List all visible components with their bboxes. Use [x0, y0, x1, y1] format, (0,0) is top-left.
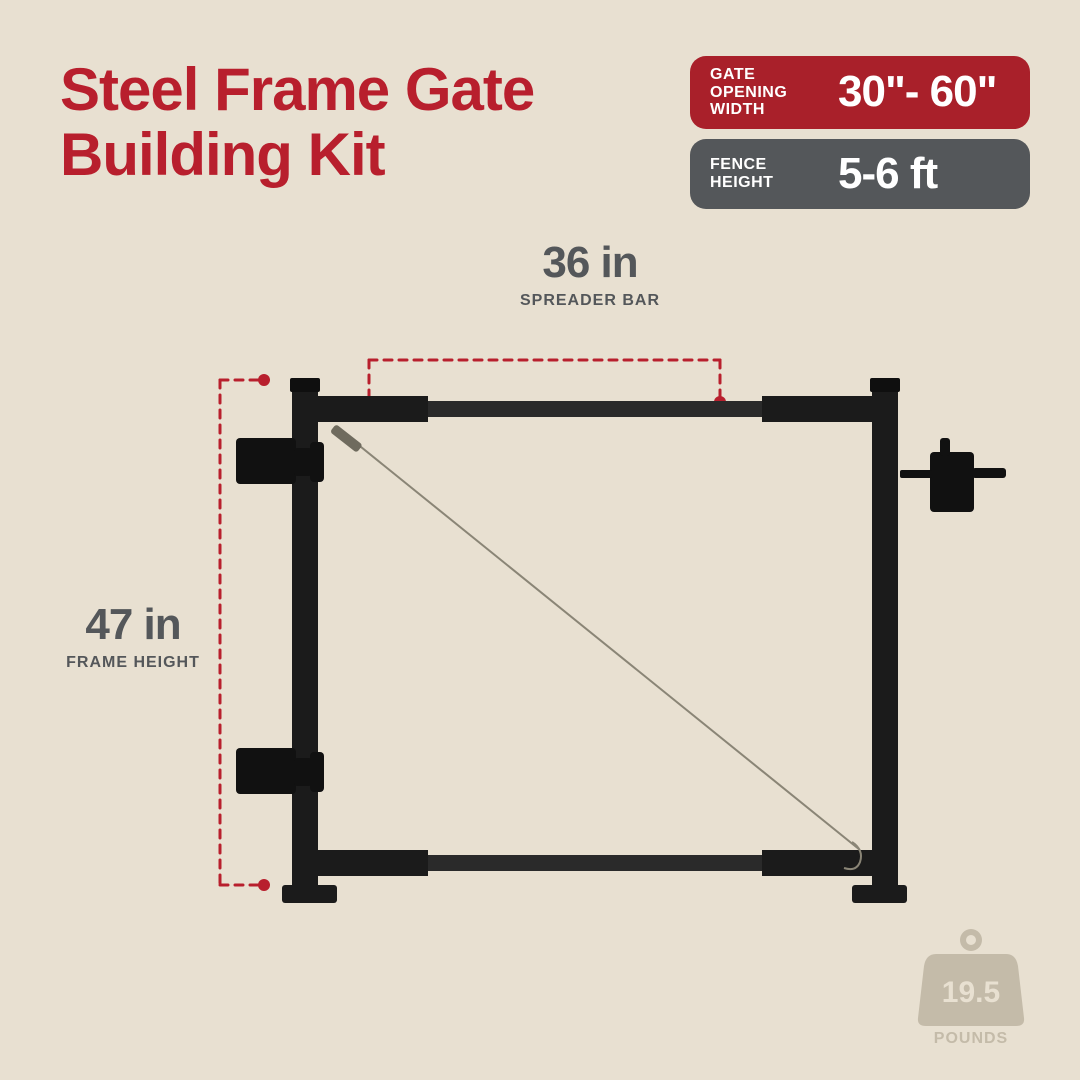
badge-value: 30"- 60" — [838, 67, 996, 117]
badge-gate-opening: GATE OPENING WIDTH 30"- 60" — [690, 56, 1030, 129]
title-line-2: Building Kit — [60, 123, 534, 188]
gate-frame-svg — [236, 378, 1006, 903]
weight-value: 19.5 — [916, 976, 1026, 1010]
dimension-spreader-bar: 36 in SPREADER BAR — [460, 238, 720, 310]
spec-badges: GATE OPENING WIDTH 30"- 60" FENCE HEIGHT… — [690, 56, 1030, 209]
badge-label: FENCE HEIGHT — [710, 156, 820, 191]
dimension-value: 36 in — [460, 238, 720, 288]
weight-indicator: 19.5 POUNDS — [916, 926, 1026, 1048]
gate-diagram — [140, 330, 1040, 950]
badge-fence-height: FENCE HEIGHT 5-6 ft — [690, 139, 1030, 209]
product-title: Steel Frame Gate Building Kit — [60, 58, 534, 188]
dimension-sub: SPREADER BAR — [460, 292, 720, 310]
weight-unit: POUNDS — [916, 1030, 1026, 1048]
badge-value: 5-6 ft — [838, 149, 937, 199]
title-line-1: Steel Frame Gate — [60, 58, 534, 123]
latch-icon — [900, 438, 1006, 512]
badge-label: GATE OPENING WIDTH — [710, 66, 820, 119]
